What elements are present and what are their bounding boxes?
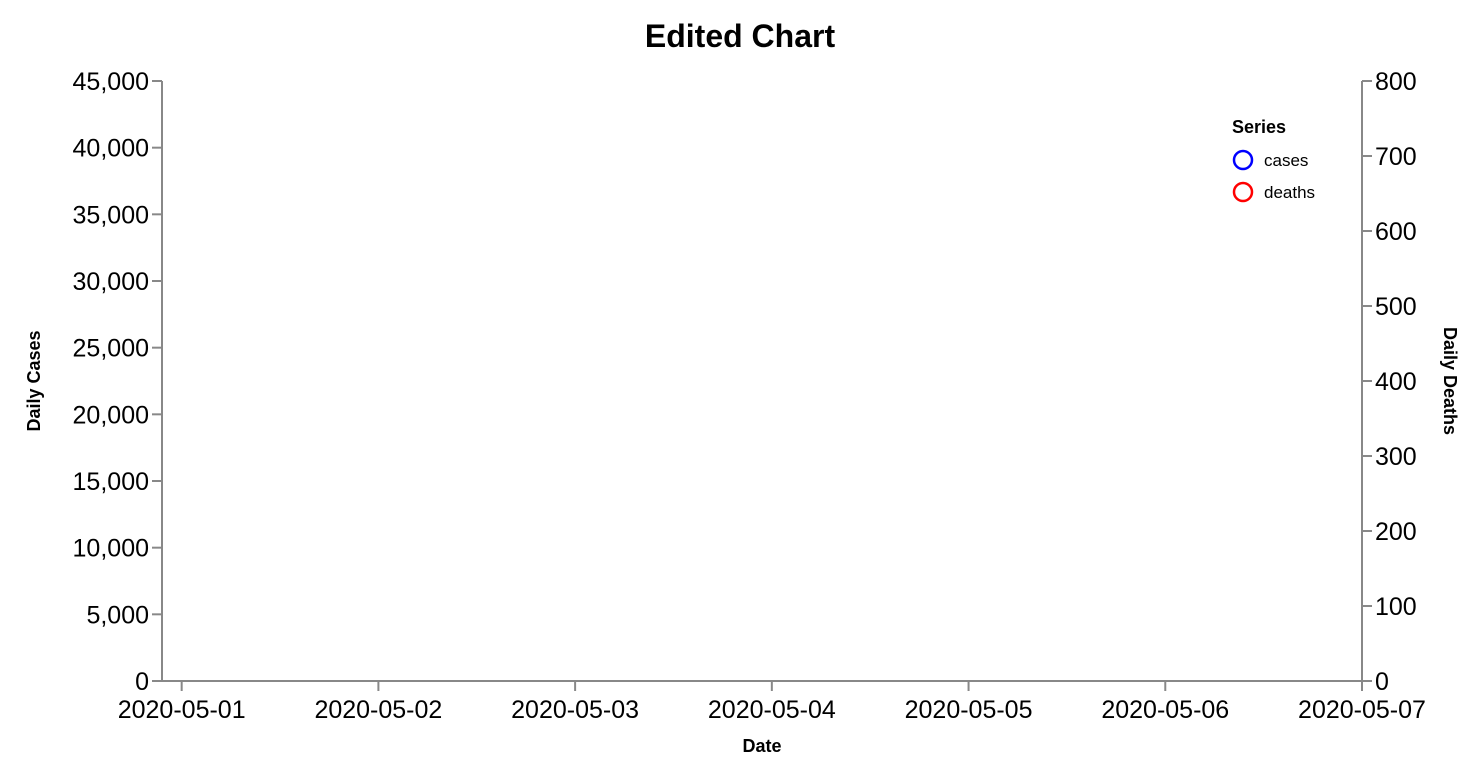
right-axis-title: Daily Deaths (1440, 327, 1460, 435)
legend-label-cases: cases (1264, 151, 1308, 170)
legend: Series cases deaths (1232, 117, 1315, 203)
right-tick-label-500: 500 (1375, 293, 1417, 321)
left-tick-label-0: 0 (135, 668, 149, 696)
chart-title: Edited Chart (645, 18, 836, 54)
left-tick-label-30-000: 30,000 (73, 268, 149, 296)
right-y-axis: 0 100 200 300 400 500 600 700 800 (1361, 68, 1417, 696)
x-tick-label-2020-05-01: 2020-05-01 (118, 696, 246, 724)
right-tick-label-300: 300 (1375, 443, 1417, 471)
x-tick-label-2020-05-07: 2020-05-07 (1298, 696, 1426, 724)
x-tick-label-2020-05-03: 2020-05-03 (511, 696, 639, 724)
right-tick-label-0: 0 (1375, 668, 1389, 696)
right-tick-label-400: 400 (1375, 368, 1417, 396)
x-tick-label-2020-05-02: 2020-05-02 (314, 696, 442, 724)
right-tick-label-600: 600 (1375, 218, 1417, 246)
left-tick-label-25-000: 25,000 (73, 335, 149, 363)
legend-title: Series (1232, 117, 1286, 137)
legend-symbol-cases (1232, 149, 1254, 171)
left-tick-label-20-000: 20,000 (73, 401, 149, 429)
x-tick-label-2020-05-06: 2020-05-06 (1101, 696, 1229, 724)
x-axis: 2020-05-01 2020-05-02 2020-05-03 2020-05-04… (118, 680, 1426, 724)
x-tick-label-2020-05-04: 2020-05-04 (708, 696, 836, 724)
x-axis-title: Date (742, 736, 781, 756)
left-tick-label-15-000: 15,000 (73, 468, 149, 496)
legend-symbol-deaths (1232, 181, 1254, 203)
right-tick-label-200: 200 (1375, 518, 1417, 546)
left-tick-label-40-000: 40,000 (73, 135, 149, 163)
x-tick-label-2020-05-05: 2020-05-05 (905, 696, 1033, 724)
left-tick-label-5-000: 5,000 (86, 601, 149, 629)
right-tick-label-100: 100 (1375, 593, 1417, 621)
left-tick-label-45-000: 45,000 (73, 68, 149, 96)
right-tick-label-800: 800 (1375, 68, 1417, 96)
legend-item-deaths: deaths (1232, 181, 1315, 203)
legend-item-cases: cases (1232, 149, 1308, 171)
right-tick-label-700: 700 (1375, 143, 1417, 171)
left-axis-title: Daily Cases (24, 330, 44, 431)
left-y-axis: 0 5,000 10,000 15,000 20,000 25,000 30,000 35,0… (73, 68, 163, 696)
left-tick-label-35-000: 35,000 (73, 201, 149, 229)
left-tick-label-10-000: 10,000 (73, 535, 149, 563)
legend-label-deaths: deaths (1264, 183, 1315, 202)
